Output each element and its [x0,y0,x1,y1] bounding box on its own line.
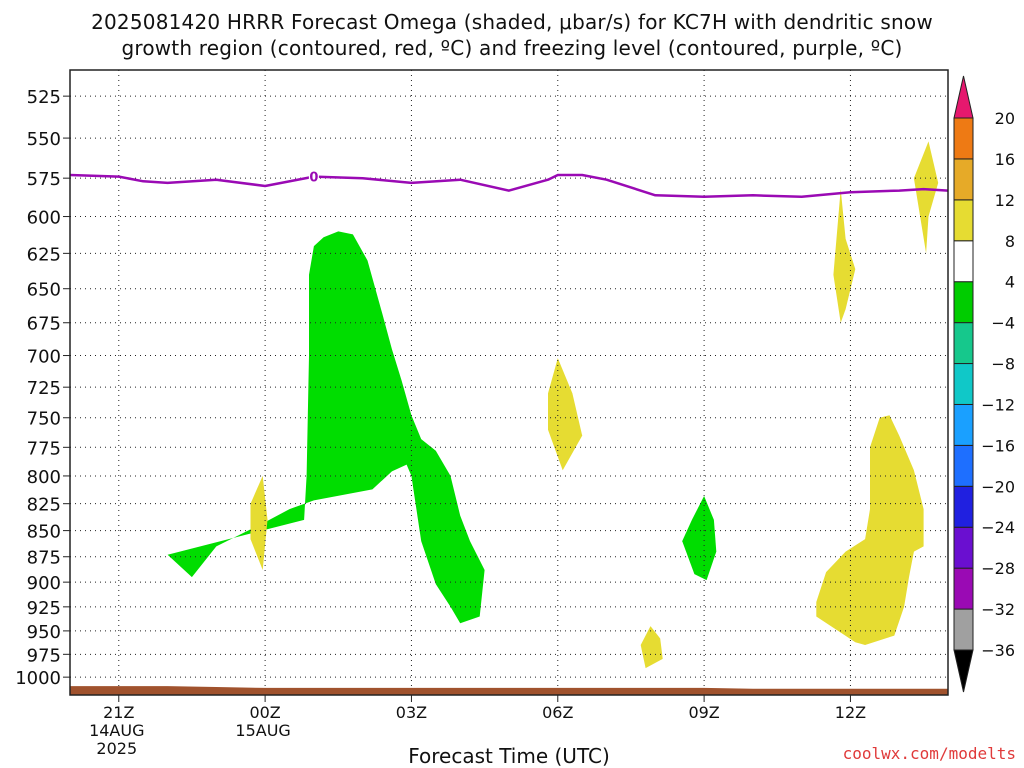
colorbar-box [953,199,974,242]
chart-title-line1: 2025081420 HRRR Forecast Omega (shaded, … [91,10,933,34]
colorbar-tick-label: −28 [981,559,1015,578]
y-tick-label: 700 [27,347,61,368]
terrain-fill [70,686,948,695]
colorbar-box [953,281,974,324]
plot-area [70,70,948,695]
colorbar-box [953,240,974,283]
y-tick-label: 825 [27,495,61,516]
colorbar-tick-label: −8 [991,355,1015,374]
x-tick-label: 09Z [688,703,719,722]
colorbar-box [953,322,974,365]
y-tick-label: 750 [27,409,61,430]
colorbar-tick-label: −36 [981,641,1015,660]
colorbar-box [953,526,974,569]
x-tick-label: 06Z [542,703,573,722]
colorbar-box [953,567,974,610]
plot-frame [69,69,949,696]
x-tick-sublabel: 15AUG [235,721,290,740]
omega-region-4 [548,358,583,471]
y-tick-label: 775 [27,438,61,459]
x-tick-label: 00Z [249,703,280,722]
colorbar-tick-label: −16 [981,436,1015,455]
omega-region-8 [913,141,939,254]
x-axis-label: Forecast Time (UTC) [408,744,610,768]
y-tick-label: 975 [27,645,61,666]
colorbar-tick-label: −24 [981,518,1015,537]
chart-title-line2: growth region (contoured, red, ºC) and f… [121,36,903,60]
colorbar-box [953,485,974,528]
y-tick-label: 600 [27,208,61,229]
colorbar-under-triangle [953,649,974,693]
y-tick-label: 725 [27,378,61,399]
colorbar-box [953,117,974,160]
omega-region-3 [250,475,268,570]
site-credit: coolwx.com/modelts [842,744,1016,763]
colorbar-box [953,363,974,405]
colorbar-tick-label: 20 [995,109,1015,128]
y-tick-label: 875 [27,548,61,569]
omega-region-1 [167,231,485,624]
colorbar-box [953,608,974,651]
colorbar-tick-label: 8 [1005,232,1015,251]
colorbar-box [953,158,974,201]
omega-region-2 [682,496,717,581]
freezing-level-label: 0 [309,171,318,186]
y-tick-label: 525 [27,87,61,108]
y-tick-label: 650 [27,280,61,301]
y-tick-label: 925 [27,598,61,619]
x-tick-sublabel: 14AUG [89,721,144,740]
y-tick-label: 675 [27,314,61,335]
omega-region-6 [816,415,924,645]
x-tick-sublabel: 2025 [96,739,137,758]
y-tick-label: 1000 [15,668,61,689]
x-tick-label: 12Z [835,703,866,722]
colorbar-tick-label: −4 [991,314,1015,333]
colorbar-tick-label: −12 [981,395,1015,414]
y-tick-label: 950 [27,622,61,643]
y-tick-label: 625 [27,244,61,265]
omega-region-7 [833,189,856,323]
colorbar-tick-label: 4 [1005,273,1015,292]
colorbar-tick-label: 16 [995,150,1015,169]
omega-region-5 [640,626,663,669]
y-tick-label: 800 [27,467,61,488]
y-tick-label: 550 [27,129,61,150]
colorbar-tick-label: −20 [981,477,1015,496]
freezing-level-label-bg [308,167,319,186]
x-tick-label: 03Z [396,703,427,722]
colorbar-tick-label: 12 [995,191,1015,210]
y-tick-label: 900 [27,573,61,594]
x-tick-label: 21Z [103,703,134,722]
freezing-level-line [69,173,949,199]
colorbar-over-triangle [953,75,974,119]
y-tick-label: 850 [27,522,61,543]
colorbar-tick-label: −32 [981,600,1015,619]
colorbar-box [953,444,974,487]
y-tick-label: 575 [27,169,61,190]
colorbar-box [953,403,974,446]
